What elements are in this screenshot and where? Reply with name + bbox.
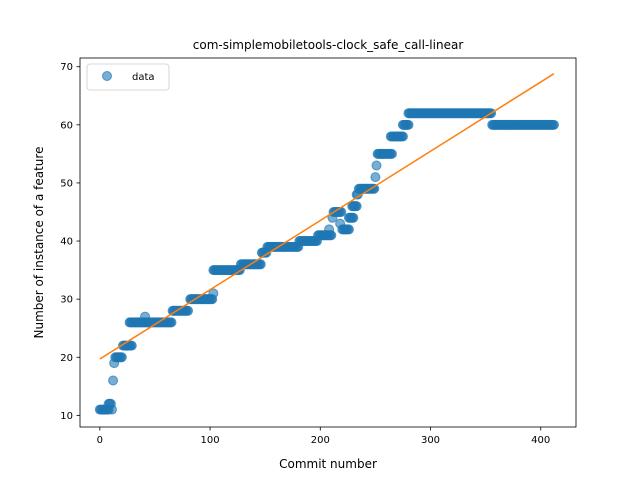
data-point [343,224,354,235]
legend-box [86,63,170,91]
y-axis-label: Number of instance of a feature [32,147,46,339]
x-tick-label: 100 [201,435,220,446]
x-tick-label: 200 [311,435,330,446]
data-point [106,404,117,415]
y-tick-label: 40 [60,237,73,248]
data-point [116,352,127,363]
data-point [386,148,397,159]
x-axis-label: Commit number [279,457,377,471]
data-point [548,119,559,130]
axes-frame [79,57,577,428]
chart-title: com-simplemobiletools-clock_safe_call-li… [193,38,464,52]
y-tick-label: 50 [60,178,73,189]
y-tick-label: 20 [60,353,73,364]
data-point [324,224,335,235]
y-tick-label: 70 [60,62,73,73]
y-tick-label: 60 [60,120,73,131]
fit-line [99,73,555,360]
axis-ticks: 0 100 200 300 400 10 20 30 40 50 60 70 [60,62,550,446]
data-point [370,172,381,183]
legend-label-data: data [132,72,155,83]
x-tick-label: 0 [97,435,103,446]
data-point [126,340,137,351]
data-point [397,131,408,142]
x-tick-label: 300 [421,435,440,446]
data-point [351,201,362,212]
data-point [166,317,177,328]
data-point [140,311,151,322]
data-point [208,288,219,299]
y-tick-label: 30 [60,295,73,306]
data-point [183,305,194,316]
legend: data [86,63,170,91]
x-tick-label: 400 [531,435,550,446]
data-point [403,119,414,130]
data-point [108,375,119,386]
data-point [255,259,266,270]
data-point [348,212,359,223]
plot-area [94,73,559,415]
legend-marker-data [102,71,112,81]
y-tick-label: 10 [60,411,73,422]
data-point [371,160,382,171]
